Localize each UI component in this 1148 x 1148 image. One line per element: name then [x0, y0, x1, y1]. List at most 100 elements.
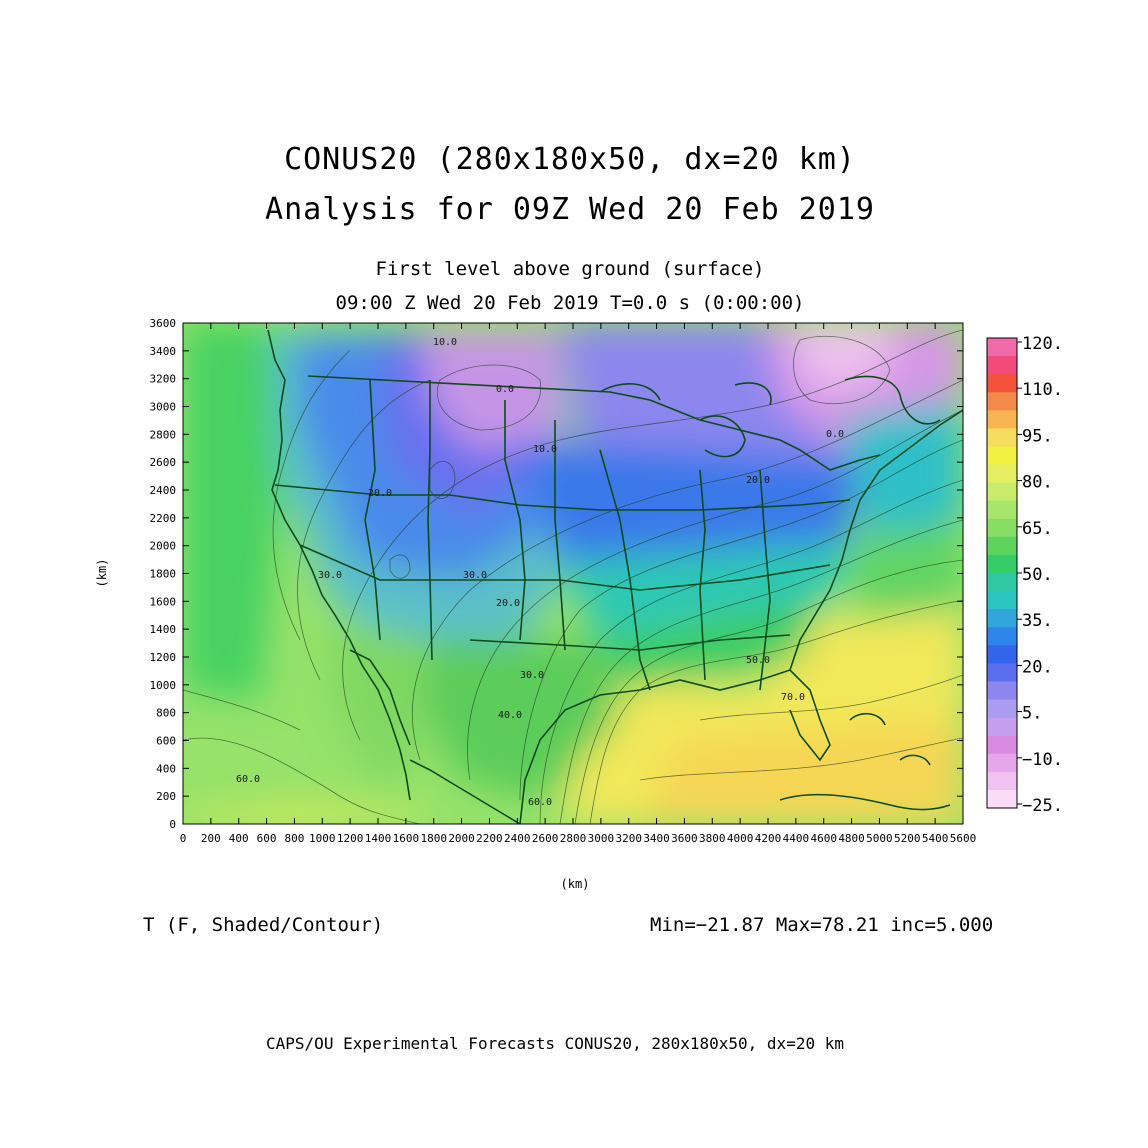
- y-tick-label: 1800: [150, 568, 177, 581]
- field-statistics: Min=−21.87 Max=78.21 inc=5.000: [650, 914, 994, 936]
- contour-label: 0.0: [826, 429, 844, 440]
- contour-label: 60.0: [528, 797, 552, 808]
- y-tick-label: 2600: [150, 456, 177, 469]
- x-tick-label: 2200: [476, 832, 503, 845]
- colorbar-label: 80.: [1022, 473, 1053, 493]
- colorbar-label: 95.: [1022, 426, 1053, 446]
- y-tick-label: 1600: [150, 595, 177, 608]
- x-tick-label: 1200: [337, 832, 364, 845]
- colorbar-swatch: [987, 392, 1017, 411]
- colorbar-swatch: [987, 681, 1017, 701]
- y-tick-label: 1000: [150, 679, 177, 692]
- colorbar-label: 50.: [1022, 565, 1053, 585]
- colorbar-swatch: [987, 663, 1017, 682]
- variable-label: T (F, Shaded/Contour): [143, 914, 384, 936]
- contour-label: 30.0: [318, 570, 342, 581]
- colorbar-swatch: [987, 789, 1017, 809]
- contour-label: 20.0: [496, 598, 520, 609]
- x-tick-label: 3600: [671, 832, 698, 845]
- x-tick-label: 4200: [755, 832, 782, 845]
- x-tick-label: 5600: [950, 832, 977, 845]
- title-line-1: CONUS20 (280x180x50, dx=20 km): [284, 142, 856, 177]
- contour-label: 0.0: [496, 384, 514, 395]
- x-axis-unit: (km): [561, 877, 590, 891]
- contour-label: 10.0: [433, 337, 457, 348]
- y-tick-label: 1400: [150, 623, 177, 636]
- colorbar-label: −25.: [1022, 796, 1063, 816]
- contour-label: 60.0: [236, 774, 260, 785]
- contour-label: 30.0: [520, 670, 544, 681]
- x-tick-label: 600: [257, 832, 277, 845]
- x-tick-label: 1400: [365, 832, 392, 845]
- x-tick-label: 3400: [643, 832, 670, 845]
- x-tick-label: 0: [180, 832, 187, 845]
- x-tick-label: 4000: [727, 832, 754, 845]
- contour-value-labels: 10.0 0.0 10.0 20.0 30.0 20.0 30.0 40.0 50.0 60.0 6…: [236, 337, 844, 808]
- y-tick-label: 3400: [150, 345, 177, 358]
- colorbar-swatch: [987, 573, 1017, 592]
- colorbar-label: 20.: [1022, 657, 1053, 677]
- colorbar-swatch: [987, 627, 1017, 646]
- y-tick-label: 2800: [150, 428, 177, 441]
- contour-label: 50.0: [746, 655, 770, 666]
- colorbar-swatch: [987, 771, 1017, 791]
- x-tick-label: 1000: [309, 832, 336, 845]
- y-tick-label: 2000: [150, 540, 177, 553]
- colorbar-label: 65.: [1022, 519, 1053, 539]
- x-tick-label: 5400: [922, 832, 949, 845]
- contour-label: 40.0: [498, 710, 522, 721]
- title-line-2: Analysis for 09Z Wed 20 Feb 2019: [265, 192, 875, 227]
- contour-label: 70.0: [781, 692, 805, 703]
- x-tick-label: 2600: [532, 832, 559, 845]
- colorbar-label: 120.: [1022, 334, 1063, 354]
- y-tick-label: 3600: [150, 317, 177, 330]
- contour-label: 10.0: [533, 444, 557, 455]
- colorbar-swatch: [987, 554, 1017, 574]
- y-tick-label: 0: [169, 818, 176, 831]
- x-tick-label: 200: [201, 832, 221, 845]
- x-tick-label: 3800: [699, 832, 726, 845]
- colorbar-swatch: [987, 446, 1017, 466]
- colorbar-swatch: [987, 500, 1017, 520]
- x-tick-label: 2400: [504, 832, 531, 845]
- colorbar-label: −10.: [1022, 750, 1063, 770]
- colorbar-swatch: [987, 536, 1017, 556]
- colorbar-swatch: [987, 374, 1017, 393]
- colorbar-swatch: [987, 428, 1017, 447]
- y-tick-label: 2400: [150, 484, 177, 497]
- footer-credit: CAPS/OU Experimental Forecasts CONUS20, …: [266, 1034, 844, 1053]
- x-tick-label: 4400: [783, 832, 810, 845]
- colorbar-swatch: [987, 464, 1017, 484]
- x-tick-label: 3000: [588, 832, 615, 845]
- colorbar-label: 35.: [1022, 611, 1053, 631]
- colorbar-swatch: [987, 645, 1017, 664]
- x-tick-label: 1800: [420, 832, 447, 845]
- x-tick-label: 2000: [448, 832, 475, 845]
- x-tick-label: 5200: [894, 832, 921, 845]
- contour-label: 30.0: [463, 570, 487, 581]
- level-subtitle: First level above ground (surface): [375, 258, 765, 280]
- y-axis-unit: (km): [95, 559, 109, 588]
- colorbar-label: 110.: [1022, 380, 1063, 400]
- y-tick-label: 1200: [150, 651, 177, 664]
- contour-label: 20.0: [746, 475, 770, 486]
- x-tick-label: 800: [284, 832, 304, 845]
- colorbar-swatch: [987, 356, 1017, 375]
- colorbar-swatch: [987, 518, 1017, 538]
- y-tick-label: 2200: [150, 512, 177, 525]
- x-tick-label: 4600: [810, 832, 837, 845]
- colorbar-swatch: [987, 591, 1017, 610]
- colorbar-swatch: [987, 410, 1017, 429]
- coastlines-and-borders: [267, 329, 963, 824]
- x-tick-label: 400: [229, 832, 249, 845]
- colorbar-labels: 120. 110. 95. 80. 65. 50. 35. 20. 5. −10. −25.: [1017, 334, 1063, 816]
- y-tick-label: 600: [156, 735, 176, 748]
- colorbar-swatch: [987, 699, 1017, 719]
- x-tick-label: 4800: [838, 832, 865, 845]
- colorbar-swatch: [987, 338, 1017, 357]
- valid-time-subtitle: 09:00 Z Wed 20 Feb 2019 T=0.0 s (0:00:00…: [335, 292, 805, 314]
- colorbar-swatch: [987, 717, 1017, 737]
- x-tick-label: 3200: [615, 832, 642, 845]
- axis-ticks: [182, 322, 964, 825]
